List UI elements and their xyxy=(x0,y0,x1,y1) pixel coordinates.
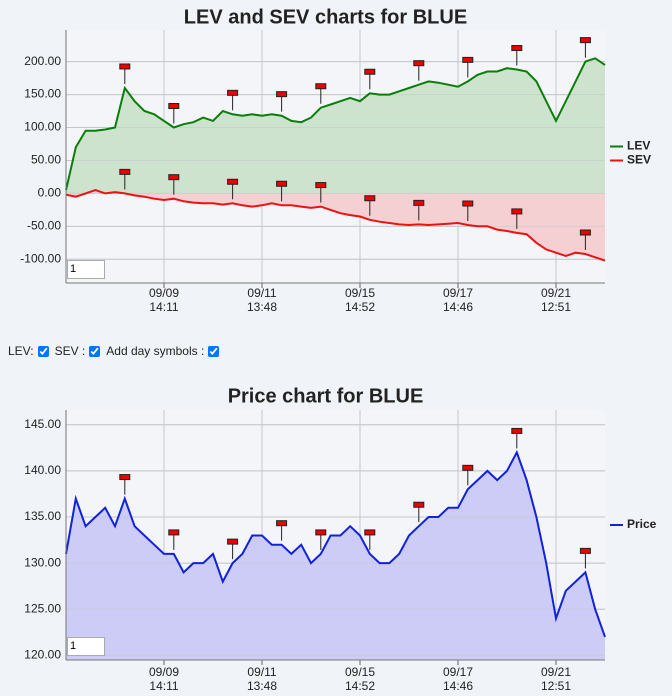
chart-title: Price chart for BLUE xyxy=(228,385,424,407)
x-tick-label: 12:51 xyxy=(541,300,571,314)
y-tick-label: 200.00 xyxy=(24,54,61,68)
x-tick-label: 09/17 xyxy=(443,286,473,300)
x-tick-label: 14:11 xyxy=(149,300,178,314)
day-symbol xyxy=(462,464,474,471)
x-tick-label: 09/15 xyxy=(345,665,375,679)
day-symbol xyxy=(579,229,591,236)
y-tick-label: 0.00 xyxy=(38,186,62,200)
day-symbol xyxy=(364,68,376,75)
zoom-input[interactable]: 1 xyxy=(67,637,105,656)
day-symbol xyxy=(511,427,523,434)
x-tick-label: 09/17 xyxy=(443,665,473,679)
x-tick-label: 12:51 xyxy=(541,679,571,693)
day-symbol xyxy=(227,538,239,545)
day-symbol xyxy=(227,89,239,96)
control-label: SEV : xyxy=(54,344,86,358)
series-line xyxy=(65,189,606,262)
day-symbol xyxy=(168,529,180,536)
y-tick-label: 120.00 xyxy=(24,648,61,662)
day-symbol xyxy=(276,91,288,98)
day-symbol xyxy=(276,520,288,527)
legend-label: SEV xyxy=(627,153,651,167)
y-tick-label: 145.00 xyxy=(24,417,61,431)
x-tick-label: 14:46 xyxy=(443,300,473,314)
x-tick-label: 14:52 xyxy=(345,679,375,693)
x-tick-label: 09/21 xyxy=(541,665,571,679)
x-tick-label: 14:11 xyxy=(149,679,178,693)
y-tick-label: 140.00 xyxy=(24,463,61,477)
day-symbol xyxy=(364,529,376,536)
series-line xyxy=(65,449,606,638)
checkbox[interactable] xyxy=(208,345,220,357)
day-symbol xyxy=(462,56,474,63)
x-tick-label: 14:52 xyxy=(345,300,375,314)
y-tick-label: -50.00 xyxy=(27,219,61,233)
x-tick-label: 14:46 xyxy=(443,679,473,693)
legend-label: LEV xyxy=(627,139,650,153)
day-symbol xyxy=(413,60,425,67)
day-symbol xyxy=(364,195,376,202)
day-symbol xyxy=(579,547,591,554)
x-tick-label: 09/15 xyxy=(345,286,375,300)
x-tick-label: 13:48 xyxy=(247,679,277,693)
control-label: Add day symbols : xyxy=(106,344,205,358)
day-symbol xyxy=(413,199,425,206)
day-symbol xyxy=(315,182,327,189)
y-tick-label: 100.00 xyxy=(24,120,61,134)
checkbox[interactable] xyxy=(89,345,101,357)
day-symbol xyxy=(119,474,131,481)
chart-title: LEV and SEV charts for BLUE xyxy=(184,6,467,28)
day-symbol xyxy=(276,180,288,187)
day-symbol xyxy=(315,83,327,90)
x-tick-label: 13:48 xyxy=(247,300,277,314)
day-symbol xyxy=(119,63,131,70)
y-tick-label: 50.00 xyxy=(31,153,61,167)
legend-label: Price xyxy=(627,517,657,531)
day-symbol xyxy=(168,103,180,110)
zoom-input[interactable]: 1 xyxy=(67,260,105,279)
day-symbol xyxy=(511,45,523,52)
day-symbol xyxy=(462,200,474,207)
x-tick-label: 09/11 xyxy=(247,286,276,300)
area-fill xyxy=(66,58,605,194)
x-tick-label: 09/09 xyxy=(149,286,179,300)
controls: LEV: SEV : Add day symbols : xyxy=(8,344,223,358)
checkbox[interactable] xyxy=(37,345,49,357)
day-symbol xyxy=(579,37,591,44)
y-tick-label: 150.00 xyxy=(24,87,61,101)
y-tick-label: 125.00 xyxy=(24,601,61,615)
y-tick-label: 130.00 xyxy=(24,555,61,569)
control-label: LEV: xyxy=(8,344,34,358)
y-tick-label: 135.00 xyxy=(24,509,61,523)
x-tick-label: 09/11 xyxy=(247,665,276,679)
day-symbol xyxy=(315,529,327,536)
area-fill xyxy=(66,190,605,261)
day-symbol xyxy=(168,174,180,181)
day-symbol xyxy=(511,208,523,215)
x-tick-label: 09/21 xyxy=(541,286,571,300)
y-tick-label: -100.00 xyxy=(20,251,61,265)
day-symbol xyxy=(413,501,425,508)
series-line xyxy=(65,57,606,191)
x-tick-label: 09/09 xyxy=(149,665,179,679)
day-symbol xyxy=(227,178,239,185)
day-symbol xyxy=(119,168,131,175)
area-fill xyxy=(66,452,605,660)
